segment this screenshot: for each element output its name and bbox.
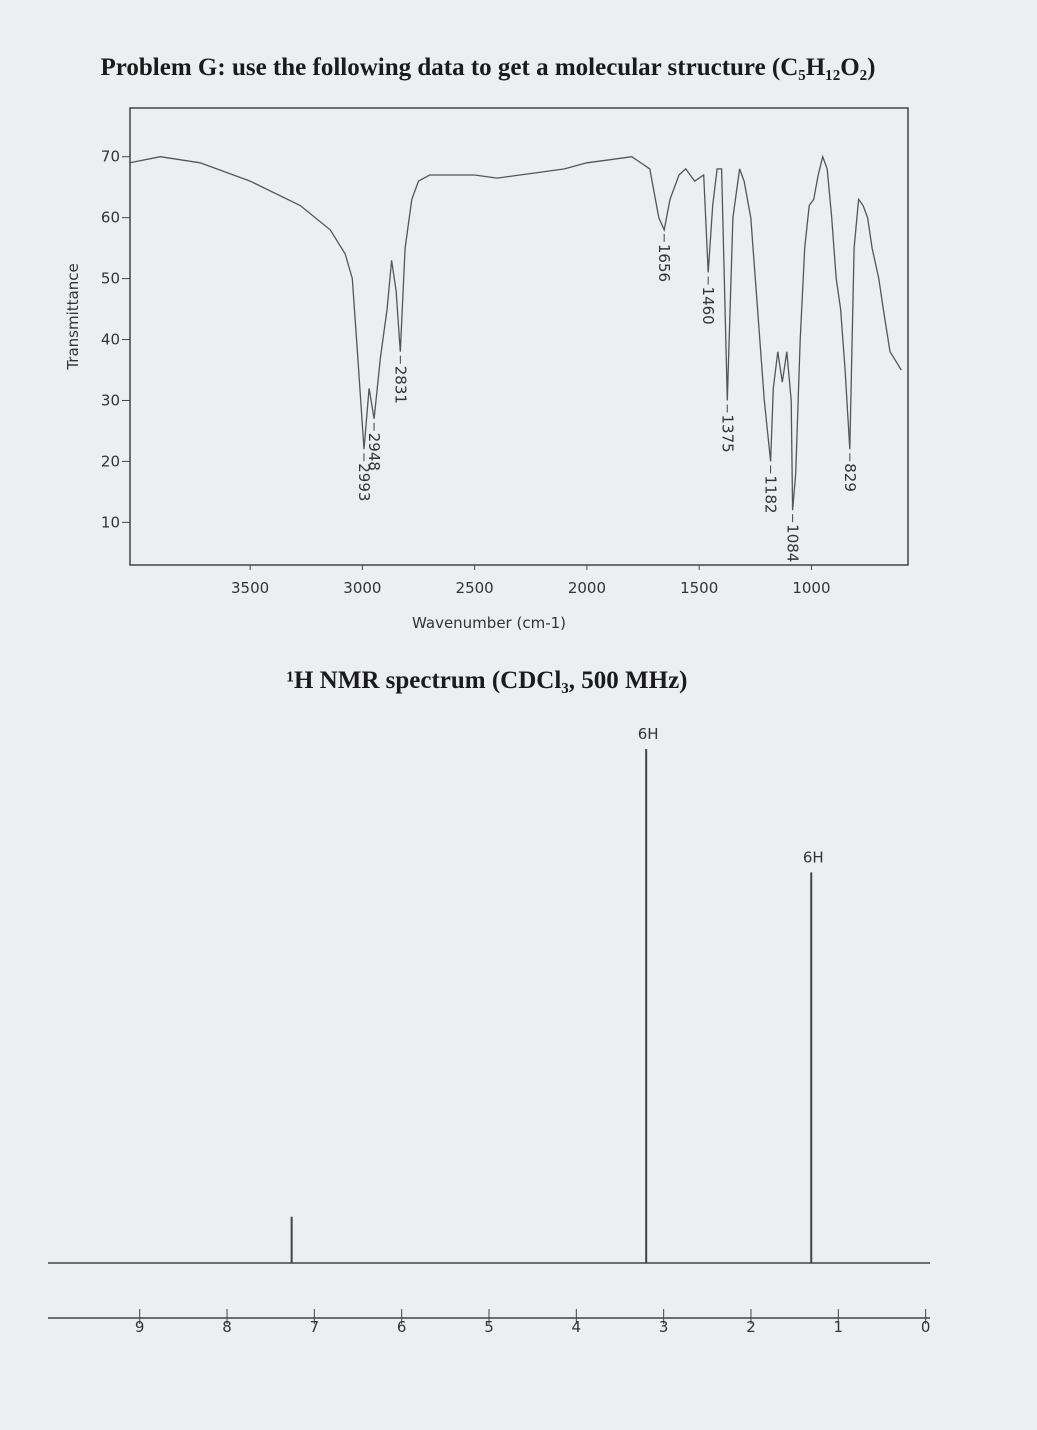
peak-label: 2993: [355, 463, 373, 501]
x-tick-label: 8: [222, 1318, 232, 1336]
peak-label: 1084: [784, 524, 802, 562]
integration-label: 6H: [803, 848, 824, 866]
peak-label: 1182: [762, 475, 780, 513]
peak-label: 2831: [391, 366, 409, 404]
x-tick-label: 1: [834, 1318, 844, 1336]
x-tick-label: 5: [484, 1318, 494, 1336]
integration-label: 6H: [638, 725, 659, 743]
x-tick-label: 4: [572, 1318, 582, 1336]
x-tick-label: 3000: [343, 579, 381, 597]
y-axis-label: Transmittance: [64, 263, 82, 370]
y-tick-label: 70: [101, 148, 120, 166]
x-tick-label: 7: [310, 1318, 320, 1336]
x-tick-label: 2000: [568, 579, 606, 597]
nmr-title: ¹H NMR spectrum (CDCl₃, 500 MHz): [286, 667, 687, 694]
x-tick-label: 2500: [456, 579, 494, 597]
x-tick-label: 2: [746, 1318, 756, 1336]
ir-curve: [129, 154, 902, 511]
x-tick-label: 0: [921, 1318, 931, 1336]
x-tick-label: 6: [397, 1318, 407, 1336]
x-tick-label: 3500: [231, 579, 269, 597]
y-tick-label: 20: [101, 452, 120, 470]
y-tick-label: 10: [101, 513, 120, 531]
x-tick-label: 3: [659, 1318, 669, 1336]
x-tick-label: 9: [135, 1318, 145, 1336]
peak-label: 1375: [718, 414, 736, 452]
y-tick-label: 30: [101, 391, 120, 409]
x-tick-label: 1500: [680, 579, 718, 597]
y-tick-label: 60: [101, 209, 120, 227]
peak-label: 1656: [655, 244, 673, 282]
x-axis-label: Wavenumber (cm-1): [412, 614, 566, 632]
ir-frame: [129, 107, 909, 566]
page-title: Problem G: use the following data to get…: [100, 54, 875, 81]
y-tick-label: 50: [101, 270, 120, 288]
peak-label: 1460: [699, 287, 717, 325]
y-tick-label: 40: [101, 331, 120, 349]
peak-label: 829: [841, 463, 859, 492]
x-tick-label: 1000: [792, 579, 830, 597]
peak-label: 2948: [365, 433, 383, 471]
